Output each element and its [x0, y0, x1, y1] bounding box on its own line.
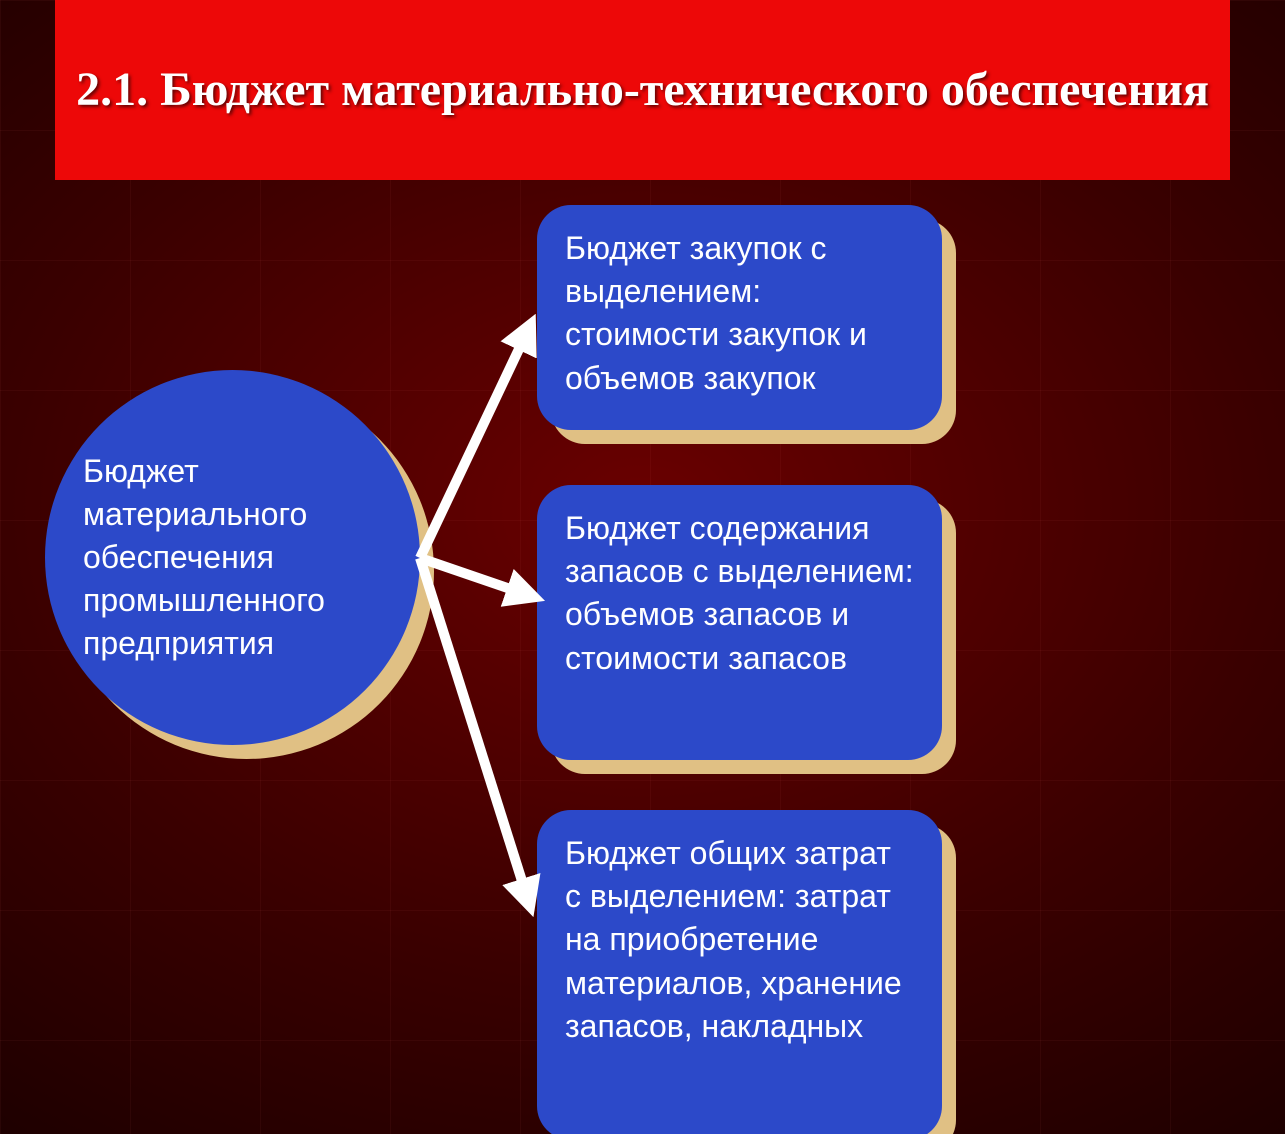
- child-node-text: Бюджет закупок с выделением: стоимости з…: [565, 230, 867, 396]
- child-node-text: Бюджет содержания запасов с выделением: …: [565, 510, 914, 676]
- root-node: Бюджет материального обеспечения промышл…: [45, 370, 420, 745]
- child-node-1: Бюджет содержания запасов с выделением: …: [537, 485, 942, 760]
- title-bar: 2.1. Бюджет материально-технического обе…: [55, 0, 1230, 180]
- child-node-0: Бюджет закупок с выделением: стоимости з…: [537, 205, 942, 430]
- slide-title: 2.1. Бюджет материально-технического обе…: [76, 60, 1209, 120]
- root-node-text: Бюджет материального обеспечения промышл…: [83, 450, 400, 666]
- child-node-text: Бюджет общих затрат с выделением: затрат…: [565, 835, 902, 1044]
- child-node-2: Бюджет общих затрат с выделением: затрат…: [537, 810, 942, 1134]
- slide: 2.1. Бюджет материально-технического обе…: [0, 0, 1285, 1134]
